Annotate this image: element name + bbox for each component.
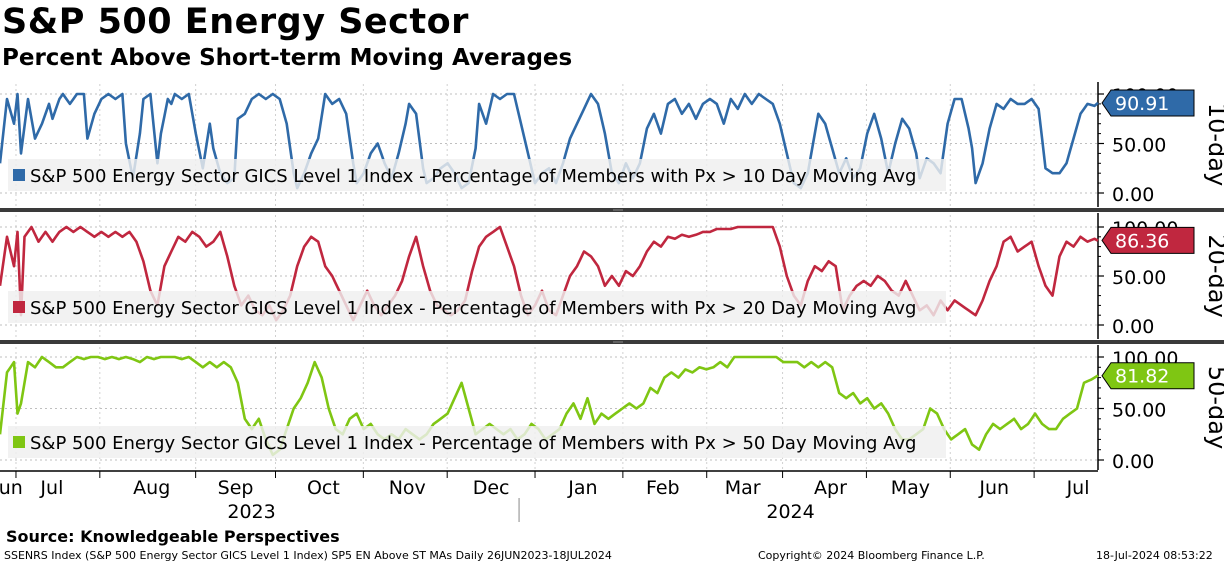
legend-text-50-day: S&P 500 Energy Sector GICS Level 1 Index… — [30, 433, 916, 454]
panel-label-10-day: 10-day — [1203, 103, 1224, 186]
legend-text-10-day: S&P 500 Energy Sector GICS Level 1 Index… — [30, 166, 916, 187]
chart-title: S&P 500 Energy Sector — [2, 2, 469, 42]
last-value-label-50-day: 81.82 — [1115, 366, 1169, 388]
x-month-label-0: Jun — [0, 477, 23, 499]
last-value-tag-50-day — [1101, 362, 1195, 390]
legend-band-50-day — [8, 426, 946, 458]
legend-text-20-day: S&P 500 Energy Sector GICS Level 1 Index… — [30, 298, 916, 319]
x-month-label-2: Aug — [133, 477, 170, 499]
copyright-note: Copyright© 2024 Bloomberg Finance L.P. — [758, 549, 985, 562]
x-month-label-5: Nov — [389, 477, 426, 499]
panel-separator-1 — [0, 208, 1224, 212]
x-month-label-3: Sep — [218, 477, 254, 499]
x-month-label-1: Jul — [39, 477, 63, 499]
x-month-label-6: Dec — [473, 477, 510, 499]
x-month-label-8: Feb — [646, 477, 680, 499]
x-month-label-7: Jan — [567, 477, 597, 499]
last-value-label-10-day: 90.91 — [1115, 93, 1169, 115]
panel-label-20-day: 20-day — [1203, 234, 1224, 317]
y-tick-label-10-day-1: 50.00 — [1112, 135, 1166, 157]
y-tick-label-20-day-1: 50.00 — [1112, 267, 1166, 289]
y-tick-label-20-day-2: 0.00 — [1112, 316, 1154, 338]
y-tick-label-50-day-2: 0.00 — [1112, 451, 1154, 473]
y-tick-label-50-day-1: 50.00 — [1112, 400, 1166, 422]
legend-band-20-day — [8, 291, 946, 323]
last-value-label-20-day: 86.36 — [1115, 230, 1169, 252]
legend-swatch-20-day — [13, 301, 25, 313]
x-month-label-10: Apr — [814, 477, 847, 499]
x-month-label-9: Mar — [725, 477, 761, 499]
chart-subtitle: Percent Above Short-term Moving Averages — [2, 45, 573, 71]
panel-separator-2 — [0, 340, 1224, 344]
x-month-label-11: May — [891, 477, 930, 499]
last-value-tag-10-day — [1101, 89, 1195, 117]
legend-band-10-day — [8, 159, 946, 191]
x-month-label-4: Oct — [307, 477, 340, 499]
x-year-label-1: 2024 — [766, 501, 814, 523]
last-value-tag-20-day — [1101, 226, 1195, 254]
x-month-label-13: Jul — [1066, 477, 1090, 499]
timestamp: 18-Jul-2024 08:53:22 — [1096, 549, 1213, 562]
ticker-description: SSENRS Index (S&P 500 Energy Sector GICS… — [4, 549, 612, 562]
x-month-label-12: Jun — [978, 477, 1009, 499]
panel-label-50-day: 50-day — [1203, 366, 1224, 449]
x-year-label-0: 2023 — [227, 501, 275, 523]
legend-swatch-10-day — [13, 169, 25, 181]
y-tick-label-10-day-2: 0.00 — [1112, 184, 1154, 206]
legend-swatch-50-day — [13, 436, 25, 448]
source-note: Source: Knowledgeable Perspectives — [6, 527, 340, 546]
